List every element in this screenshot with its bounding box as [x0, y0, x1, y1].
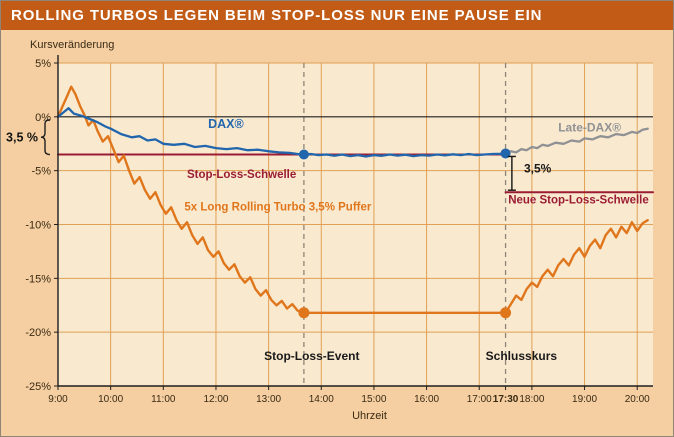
- svg-text:18:00: 18:00: [519, 394, 544, 405]
- annotation: 5x Long Rolling Turbo 3,5% Puffer: [184, 202, 372, 214]
- svg-text:11:00: 11:00: [151, 394, 176, 405]
- event-dot: [298, 149, 309, 160]
- svg-text:16:00: 16:00: [414, 394, 439, 405]
- svg-text:20:00: 20:00: [625, 394, 650, 405]
- svg-text:5%: 5%: [35, 58, 51, 70]
- series-line: [56, 107, 507, 158]
- svg-text:15:00: 15:00: [361, 394, 386, 405]
- annotation: DAX®: [208, 117, 244, 131]
- svg-text:-10%: -10%: [25, 220, 51, 232]
- svg-text:-5%: -5%: [31, 166, 51, 178]
- svg-text:17:30: 17:30: [493, 394, 519, 405]
- svg-text:0%: 0%: [35, 112, 51, 124]
- svg-text:19:00: 19:00: [572, 394, 597, 405]
- buffer-brace: [40, 119, 51, 156]
- annotation: Neue Stop-Loss-Schwelle: [508, 195, 649, 207]
- svg-text:12:00: 12:00: [203, 394, 228, 405]
- svg-text:13:00: 13:00: [256, 394, 281, 405]
- svg-text:-25%: -25%: [25, 381, 51, 393]
- chart-svg: 5% 0% -5% -10% -15% -20% -25%9:00 10:00 11:00 12:…: [6, 39, 654, 422]
- series-line: [56, 85, 649, 314]
- series-line: [504, 127, 649, 155]
- event-dot: [500, 307, 512, 319]
- svg-text:-15%: -15%: [25, 273, 51, 285]
- svg-text:17:00: 17:00: [467, 394, 492, 405]
- annotation: Stop-Loss-Schwelle: [187, 169, 296, 181]
- event-dot: [298, 307, 310, 319]
- annotation: Stop-Loss-Event: [264, 349, 359, 363]
- y-axis-title: Kursveränderung: [30, 39, 114, 51]
- svg-text:9:00: 9:00: [48, 394, 68, 405]
- figure-title: ROLLING TURBOS LEGEN BEIM STOP-LOSS NUR …: [1, 1, 673, 30]
- x-axis-title: Uhrzeit: [352, 410, 387, 422]
- svg-text:10:00: 10:00: [98, 394, 123, 405]
- svg-text:-20%: -20%: [25, 327, 51, 339]
- annotation: Late-DAX®: [558, 120, 621, 134]
- annotation: 3,5%: [524, 161, 552, 175]
- svg-text:14:00: 14:00: [309, 394, 334, 405]
- svg-text:3,5 %: 3,5 %: [6, 131, 38, 145]
- annotation: Schlusskurs: [486, 349, 558, 363]
